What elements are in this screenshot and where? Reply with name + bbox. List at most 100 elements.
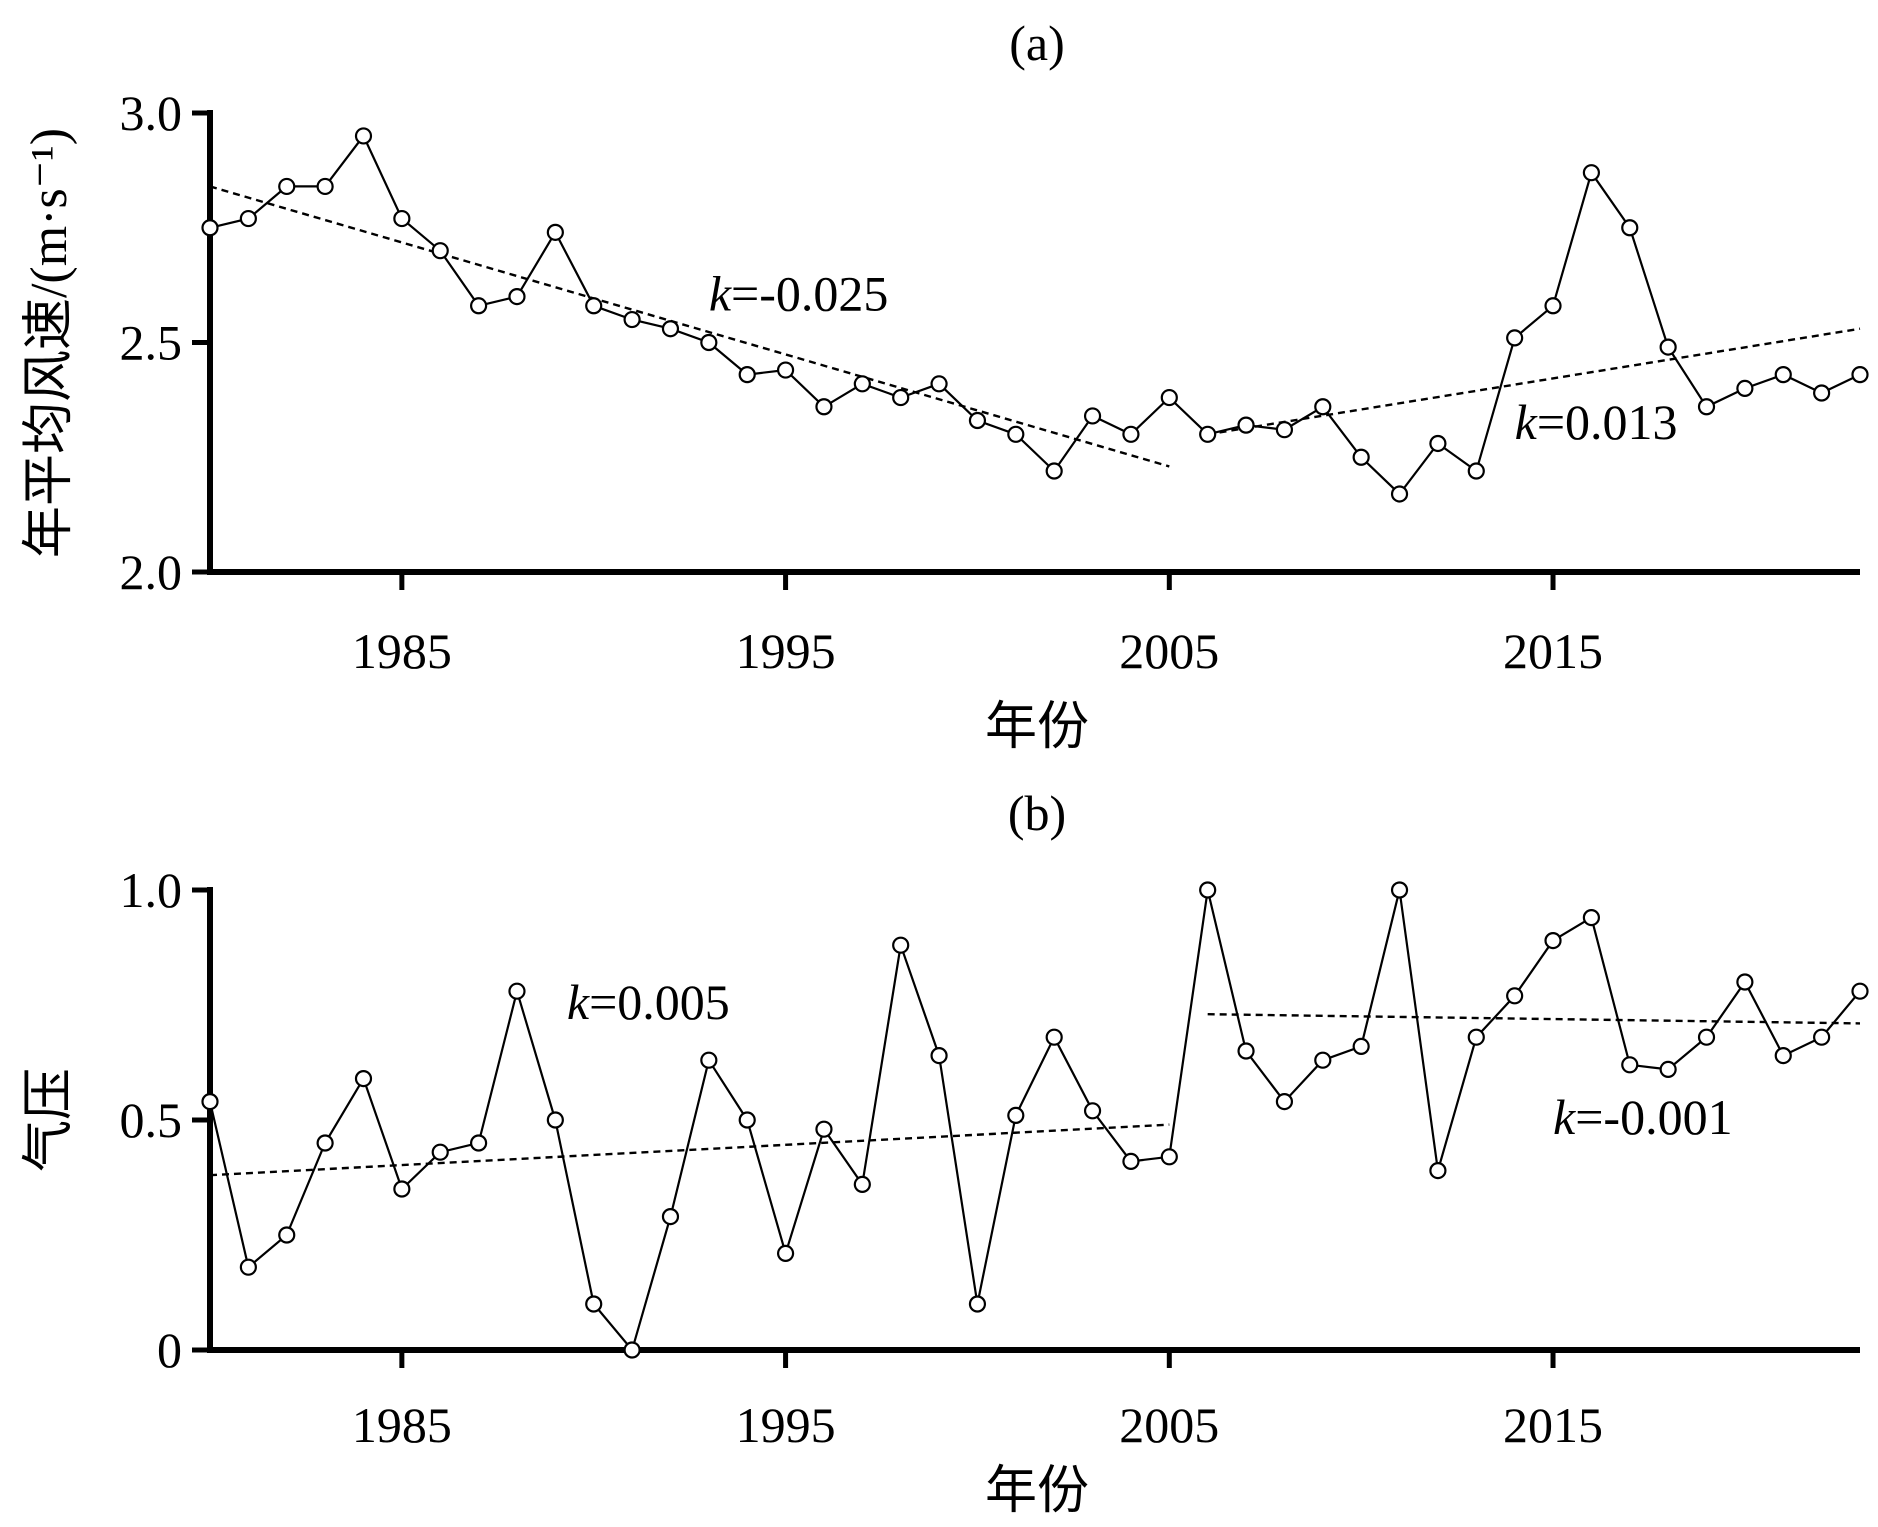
data-point [1544,931,1562,950]
data-point [1851,366,1869,384]
data-point [393,209,411,228]
data-point [1122,1152,1140,1171]
data-point [546,1111,564,1129]
data-point [1467,1028,1485,1046]
data-point [776,1244,795,1263]
data-point [1544,297,1562,315]
data-point [853,375,871,393]
data-point [853,1175,871,1194]
data-point [892,936,910,954]
y-tick-label: 1.0 [120,862,183,918]
x-tick-label: 1995 [736,623,836,679]
data-point [661,320,680,338]
data-point [1697,1028,1716,1046]
data-point [1390,881,1409,899]
data-point [278,1226,296,1244]
data-point [431,1143,449,1161]
data-point [700,1051,718,1069]
data-point [1429,434,1447,453]
data-point [431,242,449,260]
data-point [239,1258,257,1276]
data-point [546,223,564,241]
slope-symbol: k [1553,1089,1576,1145]
slope-symbol: k [709,265,732,321]
data-point [1813,1028,1831,1046]
slope-value: =0.013 [1537,394,1678,450]
y-tick-label: 0.5 [120,1092,183,1148]
x-tick-label: 1985 [352,623,452,679]
trend-line [209,1123,1170,1177]
data-point [393,1180,411,1198]
data-point [585,1295,603,1313]
slope-annotation: k=0.005 [567,974,730,1030]
y-tick-label: 2.5 [120,315,183,371]
panel-a: (a) 2.0 2.5 3.0 1985 1995 2005 2015 年份 年平均风速/(m·s… [21,15,1869,756]
data-point [201,1092,219,1111]
data-point [278,177,296,196]
data-point [738,366,756,384]
y-axis-title: 年平均风速/(m·s⁻¹) [21,128,78,558]
data-point [508,982,526,1000]
data-point [1199,425,1217,443]
x-tick-label: 2015 [1503,623,1603,679]
panel-title: (b) [1008,785,1066,841]
x-axis-title: 年份 [985,1463,1089,1520]
slope-annotation: k=-0.025 [709,265,889,321]
slope-value: =0.005 [589,974,730,1030]
data-point [1851,982,1869,1000]
data-point [1045,1028,1063,1046]
data-point [1582,164,1600,182]
data-point [1314,1051,1332,1069]
data-point [470,1134,488,1152]
slope-symbol: k [1515,394,1538,450]
slope-annotation: k=-0.001 [1553,1089,1733,1145]
data-point [1813,384,1831,402]
data-point [1160,388,1178,407]
data-point [776,361,795,379]
data-point [661,1207,680,1226]
data-point [968,411,987,430]
y-tick-label: 2.0 [120,544,183,600]
data-point [1007,1106,1025,1125]
data-point [738,1111,756,1129]
data-point [470,297,488,315]
data-point [1506,329,1524,347]
data-point [316,1134,334,1152]
data-point [1314,398,1332,416]
trend-line [1207,327,1861,436]
data-point [1659,1060,1677,1079]
data-point [316,177,334,196]
data-point [1275,1092,1294,1111]
x-tick-label: 1985 [352,1397,452,1453]
data-point [968,1295,987,1313]
data-point [1199,881,1217,899]
slope-value: =-0.001 [1575,1089,1732,1145]
data-point [623,1341,641,1359]
data-point [1045,462,1063,480]
slope-symbol: k [567,974,590,1030]
data-point [623,310,641,329]
y-tick-label: 0 [157,1322,182,1378]
data-point [1160,1148,1178,1166]
data-point [1122,425,1140,443]
y-axis-title: 气压 [21,1068,78,1172]
data-point [1083,407,1102,425]
data-point [815,398,833,416]
data-point [1621,1056,1639,1074]
x-axis-title: 年份 [985,699,1089,756]
panel-title: (a) [1009,15,1065,71]
trend-line [209,185,1170,468]
data-point [930,375,948,393]
data-point [508,288,526,306]
data-point [700,333,718,352]
data-point [1659,338,1677,356]
y-tick-label: 3.0 [120,85,183,141]
slope-value: =-0.025 [731,265,888,321]
data-point [892,388,910,407]
data-point [1275,421,1294,439]
data-point [1697,398,1716,416]
data-point [1774,1046,1792,1065]
data-point [1237,1042,1255,1060]
